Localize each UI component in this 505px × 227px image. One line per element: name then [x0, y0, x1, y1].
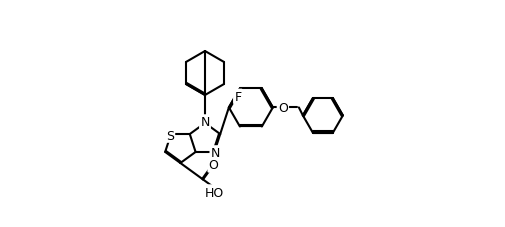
Text: N: N [210, 147, 220, 160]
Text: O: O [208, 159, 218, 172]
Text: F: F [234, 91, 241, 104]
Text: O: O [277, 101, 287, 114]
Text: HO: HO [205, 186, 224, 199]
Text: S: S [166, 129, 174, 142]
Text: N: N [200, 116, 209, 129]
